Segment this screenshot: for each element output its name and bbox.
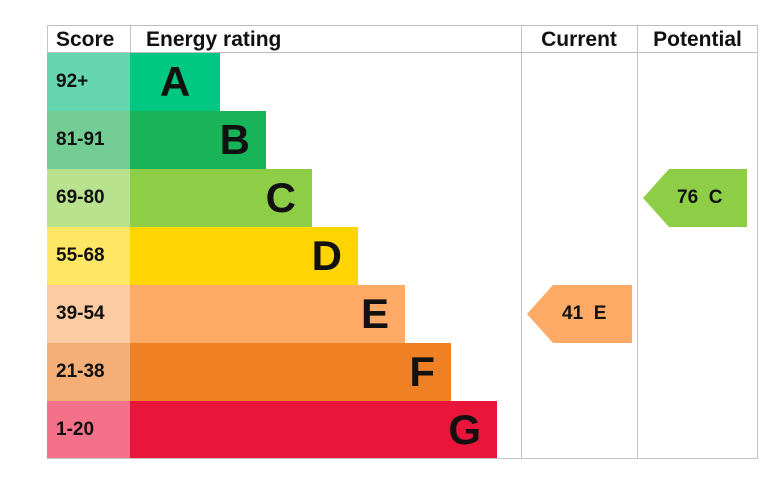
rating-bar-f: F <box>130 343 451 401</box>
score-range: 69-80 <box>47 169 130 227</box>
score-range: 81-91 <box>47 111 130 169</box>
arrow-shape-icon <box>527 285 632 343</box>
rating-bar-b: B <box>130 111 266 169</box>
header-current: Current <box>541 28 617 51</box>
grid-line-bottom <box>47 458 758 459</box>
grid-line-left <box>47 25 48 53</box>
score-range: 55-68 <box>47 227 130 285</box>
header-potential: Potential <box>653 28 742 51</box>
header-row <box>47 25 758 53</box>
grid-line-score <box>130 25 131 53</box>
potential-rating-arrow: 76 C <box>643 169 747 227</box>
score-range: 1-20 <box>47 401 130 459</box>
score-range: 21-38 <box>47 343 130 401</box>
grid-line-potential-left <box>637 25 638 459</box>
header-energy-rating: Energy rating <box>146 28 282 51</box>
grid-line-right <box>757 25 758 459</box>
score-range: 92+ <box>47 53 130 111</box>
rating-bar-c: C <box>130 169 312 227</box>
current-rating-arrow: 41 E <box>527 285 632 343</box>
rating-bar-d: D <box>130 227 358 285</box>
rating-bar-e: E <box>130 285 405 343</box>
grid-line-current-left <box>521 25 522 459</box>
potential-rating-label: 76 C <box>677 187 723 208</box>
epc-chart: Score Energy rating Current Potential 92… <box>47 25 758 459</box>
rating-bar-g: G <box>130 401 497 459</box>
score-range: 39-54 <box>47 285 130 343</box>
current-rating-label: 41 E <box>562 303 607 324</box>
rating-bar-a: A <box>130 53 220 111</box>
arrow-shape-icon <box>643 169 747 227</box>
header-score: Score <box>56 28 115 51</box>
